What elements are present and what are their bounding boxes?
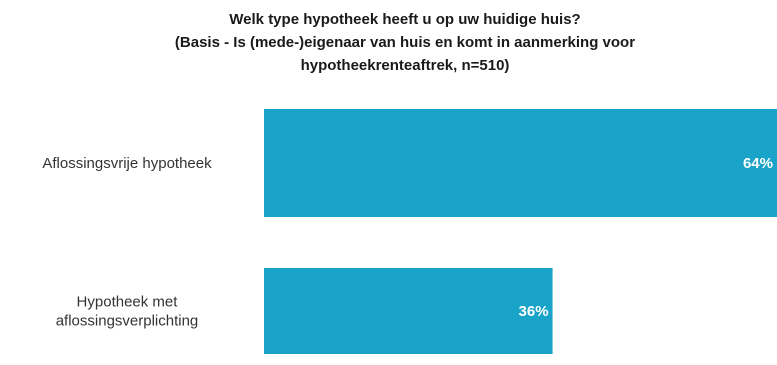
bar-1 xyxy=(264,109,777,217)
category-label-2-line-1: Hypotheek met xyxy=(77,294,179,311)
category-label-1-line-1: Aflossingsvrije hypotheek xyxy=(42,155,212,172)
chart-title: Welk type hypotheek heeft u op uw huidig… xyxy=(60,8,750,77)
chart-title-line-1: Welk type hypotheek heeft u op uw huidig… xyxy=(229,11,581,28)
chart-title-line-3: hypotheekrenteaftrek, n=510) xyxy=(300,57,510,74)
chart-title-line-2: (Basis - Is (mede-)eigenaar van huis en … xyxy=(174,34,636,51)
bar-2 xyxy=(264,268,553,354)
value-label-2: 36% xyxy=(519,303,549,320)
category-label-2: Hypotheek met aflossingsverplichting xyxy=(56,294,199,330)
category-label-1: Aflossingsvrije hypotheek xyxy=(42,155,212,172)
category-label-2-line-2: aflossingsverplichting xyxy=(56,313,199,330)
value-label-1: 64% xyxy=(743,155,773,172)
